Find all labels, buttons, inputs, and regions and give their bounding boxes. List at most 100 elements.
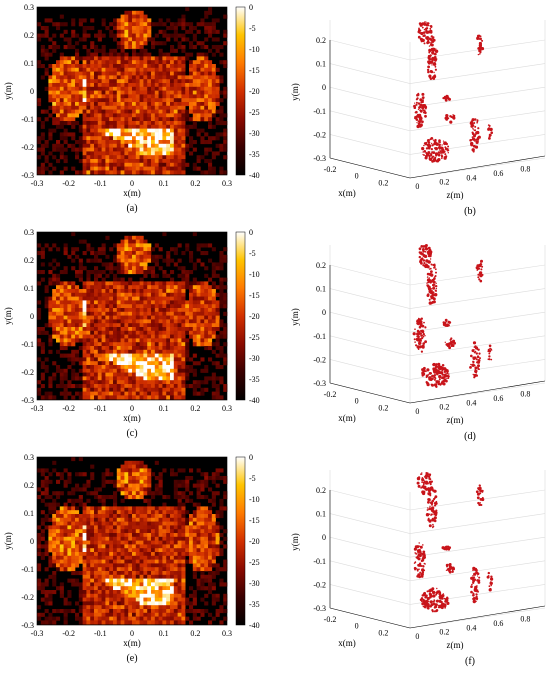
- colorbar-tick-label: -40: [249, 621, 260, 630]
- colorbar-tick-label: 0: [249, 3, 253, 12]
- z-tick-label: 0.2: [439, 178, 449, 187]
- colorbar-tick-label: -20: [249, 537, 260, 546]
- x-axis-label: x(m): [338, 638, 356, 648]
- x-tick-label: 0.3: [222, 404, 232, 413]
- x-tick-label: 0.2: [190, 404, 200, 413]
- colorbar-tick-label: -20: [249, 87, 260, 96]
- panel-label: (b): [464, 206, 476, 217]
- y-tick-label: -0.2: [21, 143, 34, 152]
- panel-label: (f): [465, 656, 475, 667]
- y-tick-label: 0: [30, 537, 34, 546]
- y-tick-label: -0.3: [21, 171, 34, 180]
- y-tick-label: 0.2: [24, 31, 34, 40]
- y-tick-label: -0.2: [313, 580, 326, 589]
- z-tick-label: 0.4: [466, 173, 476, 182]
- x-tick-label: -0.2: [62, 179, 75, 188]
- y-tick-label: -0.1: [313, 332, 326, 341]
- z-tick-label: 0: [415, 407, 419, 416]
- z-tick-label: 0.8: [520, 615, 530, 624]
- panel-label: (d): [464, 431, 476, 442]
- z-tick-label: 0.4: [466, 623, 476, 632]
- y-tick-label: -0.2: [313, 130, 326, 139]
- x-axis-label: x(m): [123, 188, 141, 198]
- colorbar-tick-label: -5: [249, 249, 256, 258]
- x-tick-label: 0.2: [378, 178, 388, 187]
- z-tick-label: 0.8: [520, 165, 530, 174]
- y-tick-label: -0.2: [21, 593, 34, 602]
- intensity-image: [37, 7, 227, 175]
- y-tick-label: -0.2: [313, 355, 326, 364]
- y-tick-label: 0.2: [316, 36, 326, 45]
- voxel-points: [413, 244, 493, 388]
- y-tick-label: 0.1: [24, 59, 34, 68]
- x-tick-label: 0: [355, 172, 359, 181]
- colorbar-tick-label: -25: [249, 333, 260, 342]
- z-axis-label: z(m): [447, 190, 464, 200]
- x-tick-label: 0: [130, 629, 134, 638]
- y-tick-label: -0.3: [21, 396, 34, 405]
- x-axis-label: x(m): [338, 413, 356, 423]
- colorbar-tick-label: -35: [249, 150, 260, 159]
- y-tick-label: -0.2: [21, 368, 34, 377]
- x-tick-label: 0.2: [190, 179, 200, 188]
- colorbar-tick-label: 0: [249, 228, 253, 237]
- x-tick-label: -0.2: [62, 629, 75, 638]
- z-tick-label: 0.6: [493, 394, 503, 403]
- y-tick-label: 0.3: [24, 3, 34, 12]
- colorbar-tick-label: -25: [249, 108, 260, 117]
- voxel-points: [414, 472, 493, 612]
- y-tick-label: -0.3: [313, 604, 326, 613]
- grid-lines: [330, 245, 545, 403]
- colorbar: [236, 457, 245, 625]
- y-tick-label: 0.1: [316, 510, 326, 519]
- colorbar-tick-label: -15: [249, 66, 260, 75]
- x-tick-label: 0.2: [378, 403, 388, 412]
- x-tick-label: 0.3: [222, 629, 232, 638]
- y-tick-label: -0.1: [21, 565, 34, 574]
- z-tick-label: 0.2: [439, 403, 449, 412]
- x-tick-label: -0.2: [324, 390, 337, 399]
- colorbar-tick-label: -10: [249, 45, 260, 54]
- colorbar-tick-label: -5: [249, 24, 256, 33]
- x-tick-label: 0.2: [378, 628, 388, 637]
- x-tick-label: -0.2: [324, 165, 337, 174]
- y-tick-label: 0.1: [24, 509, 34, 518]
- y-tick-label: 0.2: [24, 481, 34, 490]
- y-tick-label: 0: [322, 533, 326, 542]
- z-tick-label: 0.4: [466, 398, 476, 407]
- x-tick-label: 0: [130, 179, 134, 188]
- x-tick-label: 0.1: [159, 404, 169, 413]
- y-tick-label: 0: [322, 83, 326, 92]
- colorbar-tick-label: -5: [249, 474, 256, 483]
- y-tick-label: 0: [322, 308, 326, 317]
- x-tick-label: -0.2: [324, 615, 337, 624]
- colorbar-tick-label: -35: [249, 375, 260, 384]
- panel-label: (c): [126, 428, 137, 439]
- colorbar: [236, 7, 245, 175]
- y-axis-label: y(m): [3, 307, 13, 325]
- y-tick-label: -0.3: [313, 379, 326, 388]
- colorbar-tick-label: -40: [249, 396, 260, 405]
- y-tick-label: 0.1: [316, 60, 326, 69]
- z-tick-label: 0.2: [439, 628, 449, 637]
- y-axis-label: y(m): [290, 533, 300, 551]
- y-axis-label: y(m): [3, 532, 13, 550]
- z-tick-label: 0: [415, 182, 419, 191]
- voxel-points: [413, 21, 493, 163]
- x-tick-label: 0.1: [159, 179, 169, 188]
- colorbar-tick-label: -10: [249, 270, 260, 279]
- y-tick-label: -0.1: [21, 115, 34, 124]
- x-tick-label: -0.3: [31, 404, 44, 413]
- x-axis-label: x(m): [338, 188, 356, 198]
- colorbar-tick-label: -20: [249, 312, 260, 321]
